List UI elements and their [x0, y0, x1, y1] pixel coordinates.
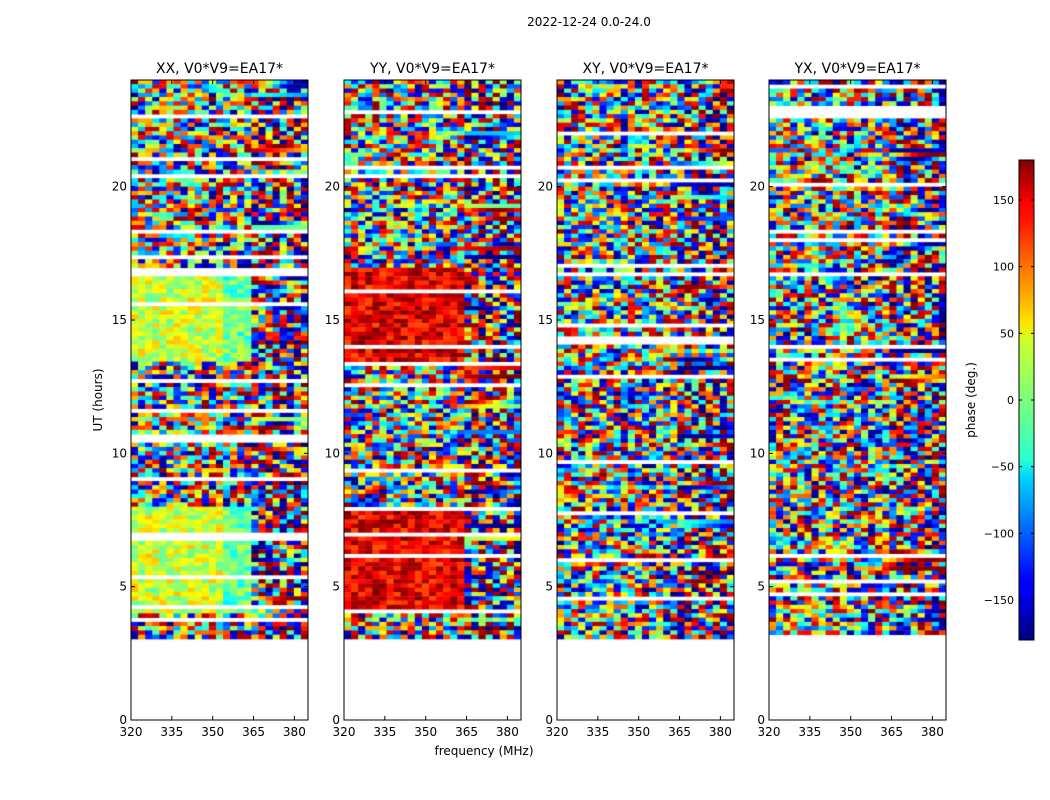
- x-tick-label: 320: [120, 725, 143, 739]
- y-tick-label: 5: [119, 580, 127, 594]
- x-tick-label: 335: [798, 725, 821, 739]
- panel-xx: XX, V0*V9=EA17* 320 335 350 365 380 0 5 10 15 20: [112, 61, 309, 739]
- phase-heatmap-image: [557, 80, 734, 720]
- y-tick-label: 15: [325, 313, 340, 327]
- phase-heatmap-image: [769, 80, 946, 720]
- x-tick-label: 365: [242, 725, 265, 739]
- y-tick-label: 5: [757, 580, 765, 594]
- x-axis-label: frequency (MHz): [434, 744, 533, 758]
- y-tick-label: 15: [538, 313, 553, 327]
- y-tick-label: 5: [545, 580, 553, 594]
- colorbar-tick-label: 150: [993, 194, 1014, 207]
- y-tick-label: 20: [538, 180, 553, 194]
- colorbar-tick-label: 50: [1000, 327, 1014, 340]
- phase-heatmap-image: [131, 80, 308, 720]
- panel-title: YX, V0*V9=EA17*: [794, 61, 921, 77]
- y-tick-label: 15: [750, 313, 765, 327]
- y-tick-label: 5: [332, 580, 340, 594]
- y-axis-label: UT (hours): [91, 368, 105, 431]
- x-tick-label: 350: [201, 725, 224, 739]
- y-tick-label: 20: [325, 180, 340, 194]
- colorbar-tick-label: −50: [991, 461, 1014, 474]
- panel-frame: [343, 79, 522, 721]
- colorbar-tick-label: −100: [984, 527, 1014, 540]
- x-tick-label: 380: [709, 725, 732, 739]
- x-tick-label: 335: [373, 725, 396, 739]
- x-tick-label: 350: [839, 725, 862, 739]
- y-tick-label: 0: [332, 713, 340, 727]
- y-tick-label: 15: [112, 313, 127, 327]
- panel-group: XX, V0*V9=EA17*320 335 350 365 38005101520YY…: [112, 61, 947, 739]
- panel-frame: [768, 79, 947, 721]
- y-tick-label: 10: [112, 446, 127, 460]
- x-tick-label: 335: [586, 725, 609, 739]
- x-tick-label: 320: [758, 725, 781, 739]
- panel-title: YY, V0*V9=EA17*: [369, 61, 495, 77]
- x-tick-label: 380: [921, 725, 944, 739]
- x-tick-label: 365: [668, 725, 691, 739]
- panel-xy: XY, V0*V9=EA17* 320 335 350 365 380 0 5 10 15 20: [538, 61, 735, 739]
- y-tick-label: 20: [750, 180, 765, 194]
- phase-heatmap-image: [344, 80, 521, 720]
- x-tick-label: 380: [496, 725, 519, 739]
- panel-frame: [556, 79, 735, 721]
- x-tick-label: 335: [160, 725, 183, 739]
- x-tick-label: 365: [880, 725, 903, 739]
- y-tick-label: 10: [750, 446, 765, 460]
- panel-title: XX, V0*V9=EA17*: [156, 61, 283, 77]
- y-tick-label: 0: [757, 713, 765, 727]
- x-tick-label: 380: [283, 725, 306, 739]
- y-tick-label: 10: [538, 446, 553, 460]
- y-tick-label: 0: [119, 713, 127, 727]
- x-tick-label: 350: [414, 725, 437, 739]
- colorbar-label: phase (deg.): [964, 362, 978, 438]
- panel-yx: YX, V0*V9=EA17* 320 335 350 365 380 0 5 10 15 20: [750, 61, 947, 739]
- x-tick-label: 320: [546, 725, 569, 739]
- x-tick-label: 350: [627, 725, 650, 739]
- colorbar-ticks: 150 100 50 0 −50 −100 −150: [984, 194, 1034, 607]
- colorbar-tick-label: −150: [984, 594, 1014, 607]
- colorbar-tick-label: 100: [993, 261, 1014, 274]
- colorbar-tick-label: 0: [1007, 394, 1014, 407]
- y-tick-label: 20: [112, 180, 127, 194]
- y-tick-label: 10: [325, 446, 340, 460]
- x-tick-label: 365: [455, 725, 478, 739]
- panel-yy: YY, V0*V9=EA17* 320 335 350 365 380 0 5 10 15 20: [325, 61, 522, 739]
- panel-title: XY, V0*V9=EA17*: [583, 61, 709, 77]
- panel-frame: [130, 79, 309, 721]
- figure-title: 2022-12-24 0.0-24.0: [527, 15, 651, 29]
- x-tick-label: 320: [333, 725, 356, 739]
- y-tick-label: 0: [545, 713, 553, 727]
